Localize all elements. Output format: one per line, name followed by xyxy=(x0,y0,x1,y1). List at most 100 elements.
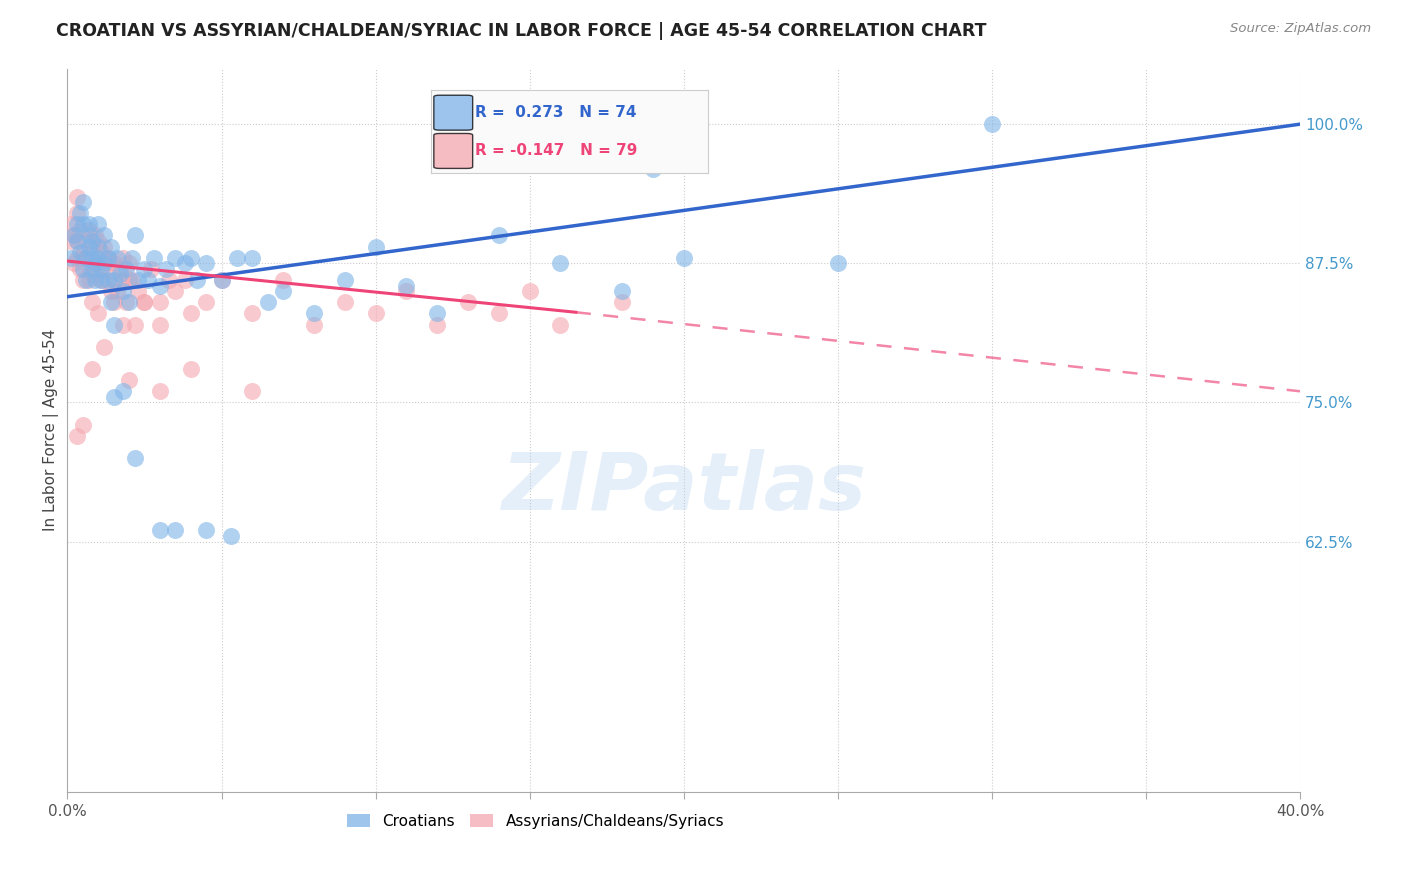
Point xyxy=(364,239,387,253)
Point xyxy=(519,284,541,298)
Point xyxy=(69,206,91,220)
Point xyxy=(103,318,125,332)
Text: Source: ZipAtlas.com: Source: ZipAtlas.com xyxy=(1230,22,1371,36)
Point xyxy=(66,429,89,443)
Point xyxy=(90,261,112,276)
Point xyxy=(165,284,187,298)
Point xyxy=(827,256,849,270)
Point xyxy=(550,318,572,332)
Point xyxy=(173,273,195,287)
Point xyxy=(180,306,202,320)
Point xyxy=(111,284,134,298)
Point xyxy=(115,295,138,310)
Point xyxy=(77,273,100,287)
Point xyxy=(127,273,149,287)
Point xyxy=(134,261,156,276)
Point xyxy=(426,306,449,320)
Point xyxy=(100,284,122,298)
Point xyxy=(211,273,233,287)
Point xyxy=(75,273,97,287)
Point xyxy=(90,273,112,287)
Point xyxy=(66,189,89,203)
Point xyxy=(149,278,172,293)
Point xyxy=(69,223,91,237)
Point xyxy=(77,217,100,231)
Point xyxy=(103,295,125,310)
Point xyxy=(108,268,131,282)
Point xyxy=(72,195,94,210)
Point xyxy=(103,390,125,404)
Point xyxy=(62,256,84,270)
Point xyxy=(111,318,134,332)
Point xyxy=(77,223,100,237)
Point xyxy=(195,256,218,270)
Point xyxy=(84,228,107,243)
Point xyxy=(90,245,112,260)
Point xyxy=(69,245,91,260)
Point xyxy=(641,161,664,176)
Point xyxy=(124,228,146,243)
Point xyxy=(66,251,89,265)
Point xyxy=(93,239,115,253)
Point xyxy=(72,417,94,432)
Point xyxy=(121,251,143,265)
Point xyxy=(610,284,633,298)
Point xyxy=(93,273,115,287)
Point xyxy=(240,306,263,320)
Point xyxy=(66,234,89,248)
Point xyxy=(980,117,1002,131)
Point xyxy=(395,278,418,293)
Point xyxy=(155,261,177,276)
Point xyxy=(62,228,84,243)
Point xyxy=(84,273,107,287)
Point xyxy=(118,256,141,270)
Point xyxy=(87,234,110,248)
Point xyxy=(111,251,134,265)
Point xyxy=(96,273,118,287)
Point xyxy=(302,318,325,332)
Point xyxy=(72,273,94,287)
Y-axis label: In Labor Force | Age 45-54: In Labor Force | Age 45-54 xyxy=(44,329,59,532)
Point xyxy=(100,239,122,253)
Point xyxy=(77,228,100,243)
Point xyxy=(180,362,202,376)
Point xyxy=(59,217,82,231)
Point xyxy=(82,239,104,253)
Point xyxy=(488,228,510,243)
Point xyxy=(72,217,94,231)
Point xyxy=(69,261,91,276)
Point xyxy=(149,524,172,538)
Point xyxy=(93,228,115,243)
Point xyxy=(82,234,104,248)
Point xyxy=(118,273,141,287)
Point xyxy=(103,273,125,287)
Point xyxy=(87,239,110,253)
Point xyxy=(256,295,278,310)
Point xyxy=(149,318,172,332)
Point xyxy=(195,295,218,310)
Point xyxy=(105,284,128,298)
Point xyxy=(333,295,356,310)
Point xyxy=(149,295,172,310)
Point xyxy=(103,256,125,270)
Point xyxy=(108,261,131,276)
Point xyxy=(93,261,115,276)
Point xyxy=(142,251,165,265)
Point xyxy=(488,306,510,320)
Point xyxy=(72,261,94,276)
Point xyxy=(75,251,97,265)
Point xyxy=(186,273,208,287)
Point xyxy=(84,256,107,270)
Point xyxy=(149,384,172,399)
Point xyxy=(457,295,479,310)
Point xyxy=(62,228,84,243)
Point xyxy=(77,261,100,276)
Point xyxy=(134,295,156,310)
Point xyxy=(59,234,82,248)
Point xyxy=(165,524,187,538)
Point xyxy=(180,251,202,265)
Point xyxy=(82,261,104,276)
Point xyxy=(96,256,118,270)
Point xyxy=(72,245,94,260)
Point xyxy=(271,273,294,287)
